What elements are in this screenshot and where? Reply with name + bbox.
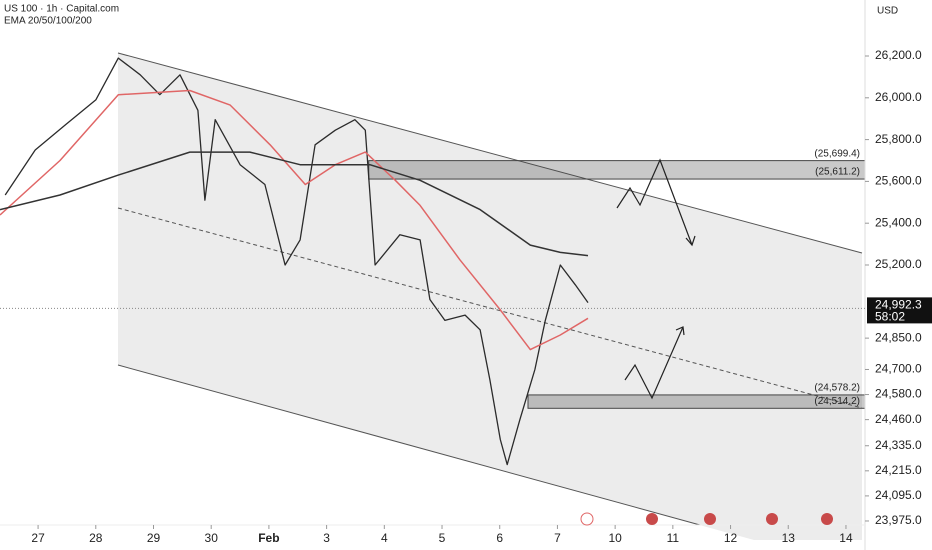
series-line: [0, 151, 589, 257]
channel-lower: [117, 364, 701, 526]
series-line: [4, 57, 589, 466]
y-tick-label: 26,000.0: [875, 90, 922, 104]
x-tick-label: 6: [496, 531, 503, 545]
arrow-head: [685, 235, 696, 247]
y-tick-label: 25,200.0: [875, 257, 922, 271]
x-tick-label: 30: [205, 531, 219, 545]
countdown: 58:02: [875, 310, 905, 324]
y-tick-label: 24,580.0: [875, 387, 922, 401]
channel-upper: [117, 52, 863, 254]
x-tick-label: 11: [667, 531, 680, 545]
y-tick-label: 24,700.0: [875, 362, 922, 376]
x-tick-label: 7: [554, 531, 561, 545]
last-price-label: 24,992.3: [875, 298, 922, 312]
x-tick-label: 3: [323, 531, 330, 545]
zone: [368, 160, 866, 180]
last-price-box: [867, 297, 932, 324]
event-icon: [766, 513, 778, 525]
projection-arrow: [624, 326, 684, 400]
x-tick-label: 4: [381, 531, 388, 545]
x-tick-label: Feb: [258, 531, 279, 545]
zone-label: (25,611.2): [815, 167, 860, 178]
x-tick-label: 12: [724, 531, 738, 545]
y-tick-label: 24,215.0: [875, 463, 922, 477]
y-tick-label: 24,335.0: [875, 438, 922, 452]
x-tick-label: 28: [89, 531, 103, 545]
currency: USD: [877, 6, 898, 17]
zone-label: (24,578.2): [814, 383, 860, 394]
zone-label: (24,514.2): [814, 396, 860, 407]
plot-area: [0, 57, 866, 466]
x-tick-label: 5: [439, 531, 446, 545]
event-icon: [704, 513, 716, 525]
y-tick-label: 26,200.0: [875, 48, 922, 62]
indicator: EMA 20/50/100/200: [4, 16, 92, 27]
y-tick-label: 25,800.0: [875, 132, 922, 146]
y-tick-label: 25,600.0: [875, 174, 922, 188]
event-icons: [580, 512, 833, 526]
y-tick-label: 25,400.0: [875, 215, 922, 229]
x-tick-label: 13: [782, 531, 796, 545]
y-tick-label: 24,095.0: [875, 488, 922, 502]
x-tick-label: 10: [608, 531, 622, 545]
zone-label: (25,699.4): [814, 148, 860, 159]
arrow-head: [675, 326, 685, 336]
projection-arrow: [616, 158, 693, 246]
y-tick-label: 24,850.0: [875, 330, 922, 344]
x-tick-label: 14: [839, 531, 853, 545]
event-icon: [646, 513, 658, 525]
symbol: US 100 · 1h · Capital.com: [4, 4, 119, 15]
y-tick-label: 24,460.0: [875, 412, 922, 426]
series-line: [0, 89, 589, 351]
x-tick-label: 29: [147, 531, 161, 545]
event-icon: [580, 512, 594, 526]
y-tick-label: 23,975.0: [875, 513, 922, 527]
x-tick-label: 27: [31, 531, 45, 545]
event-icon: [821, 513, 833, 525]
